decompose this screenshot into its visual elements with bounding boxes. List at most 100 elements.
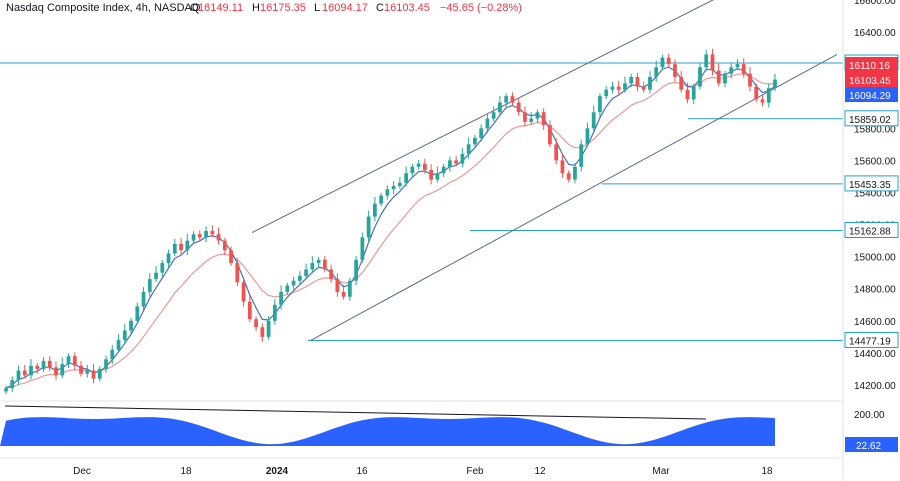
candle-body [166, 253, 171, 264]
y-tick-label: 15600.00 [854, 156, 896, 167]
candle-body [473, 137, 477, 145]
candle-body [122, 330, 127, 341]
ema-fast-line [5, 66, 776, 389]
candle-body [766, 88, 771, 103]
candle-body [266, 320, 271, 337]
candle-body [585, 128, 590, 145]
candle-body [716, 70, 721, 84]
candle-body [104, 359, 108, 369]
oscillator-current-label: 22.62 [856, 441, 881, 452]
candle-body [441, 166, 446, 174]
candle-body [129, 320, 133, 331]
candle-body [635, 76, 640, 87]
candle-body [423, 163, 427, 170]
candle-body [279, 291, 283, 305]
candle-body [354, 259, 358, 281]
candle-body [773, 79, 777, 89]
candle-body [347, 280, 352, 297]
candle-body [216, 234, 221, 241]
ohlc-o-value: 16149.11 [198, 2, 243, 14]
y-tick-label: 14200.00 [854, 381, 896, 392]
candle-body [454, 160, 459, 164]
oscillator-trendline [4, 405, 707, 420]
candle-body [229, 250, 233, 264]
candle-body [429, 169, 434, 180]
oscillator-plot: 200.00 22.62 [0, 400, 898, 452]
candle-body [554, 144, 559, 161]
candle-body [698, 67, 702, 87]
x-tick-label: Mar [652, 466, 670, 477]
candle-body [154, 272, 158, 280]
level-label-bg [844, 332, 899, 349]
ema-slow-line [5, 73, 776, 389]
x-tick-label: 18 [761, 466, 773, 477]
candle-body [760, 99, 765, 103]
candle-body [523, 112, 527, 122]
candle-body [410, 166, 415, 174]
y-tick-label: 15400.00 [854, 188, 896, 199]
candle-body [460, 153, 465, 164]
candle-body [10, 380, 15, 389]
candle-body [610, 86, 615, 90]
price-label-bg [845, 72, 898, 87]
candle-body [516, 102, 521, 113]
candle-body [66, 356, 71, 365]
level-label-bg [844, 175, 899, 192]
candle-body [566, 173, 571, 180]
candle-body [110, 349, 115, 360]
price-plot [0, 0, 843, 395]
candle-body [491, 112, 496, 119]
candle-body [391, 186, 396, 190]
candle-body [748, 73, 752, 87]
candle-body [341, 291, 346, 297]
candle-body [741, 64, 746, 74]
candle-body [479, 128, 484, 138]
level-label: 15453.35 [849, 180, 891, 191]
x-tick-label: Dec [73, 466, 91, 477]
level-label: 15859.02 [849, 115, 891, 126]
candle-body [329, 269, 333, 280]
candle-body [372, 203, 377, 217]
candle-body [573, 166, 577, 180]
candle-body [666, 57, 671, 65]
candle-body [72, 356, 77, 366]
ohlc-h-label: H [252, 2, 260, 14]
candle-body [623, 83, 627, 90]
level-label: 14477.19 [849, 337, 891, 348]
candle-body [185, 240, 190, 251]
oscillator-area [0, 417, 775, 446]
candle-body [529, 118, 534, 122]
candle-body [629, 76, 634, 84]
candle-body [679, 76, 684, 90]
y-tick-label: 14600.00 [854, 317, 896, 328]
candle-body [35, 365, 40, 369]
candle-body [398, 182, 402, 187]
candle-body [541, 112, 546, 126]
level-label-bg [844, 222, 899, 239]
price-label: 16103.45 [849, 76, 891, 87]
candle-body [47, 360, 52, 368]
candle-body [197, 234, 202, 238]
candle-body [222, 240, 227, 251]
x-tick-label: 18 [180, 466, 192, 477]
candle-body [466, 144, 471, 154]
candle-body [691, 86, 696, 100]
candle-body [172, 243, 177, 254]
candle-body [604, 89, 609, 97]
candle-body [141, 291, 146, 307]
candle-body [673, 64, 677, 77]
candle-body [135, 306, 140, 321]
candle-body [247, 301, 252, 320]
candle-body [235, 263, 240, 283]
x-tick-label: Feb [466, 466, 484, 477]
candle-body [22, 370, 27, 376]
candle-body [179, 243, 183, 251]
ohlc-l-value: 16094.17 [322, 2, 368, 14]
candle-body [85, 370, 90, 374]
candle-body [241, 282, 246, 302]
level-label: 15162.88 [849, 227, 891, 238]
y-tick-label: 14800.00 [854, 285, 896, 296]
oscillator-label-bg [845, 437, 898, 452]
candle-body [147, 279, 152, 292]
candle-body [598, 96, 602, 113]
